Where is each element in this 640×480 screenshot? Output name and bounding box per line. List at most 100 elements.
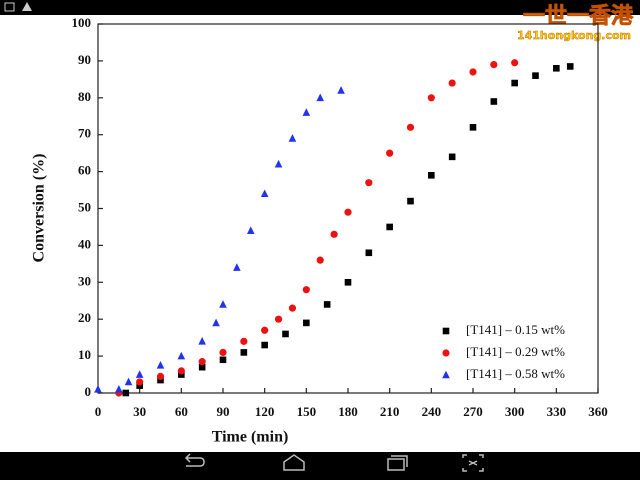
x-tick-label: 180 — [338, 404, 358, 419]
point — [330, 230, 338, 238]
nav-bar — [184, 453, 484, 472]
point — [261, 326, 269, 334]
point — [212, 318, 220, 327]
point — [323, 301, 331, 308]
y-tick-label: 50 — [78, 199, 91, 214]
point — [469, 124, 477, 131]
y-tick-label: 100 — [72, 15, 92, 30]
point — [136, 378, 144, 386]
point — [198, 358, 206, 366]
point — [274, 159, 283, 168]
point — [274, 315, 283, 323]
point — [240, 337, 248, 345]
point — [316, 93, 325, 102]
point — [511, 59, 519, 67]
point — [94, 385, 102, 393]
point — [553, 64, 560, 72]
x-axis-title: Time (min) — [212, 429, 289, 446]
point — [490, 98, 498, 105]
legend-label: [T141] – 0.15 wt% — [466, 322, 565, 337]
point — [566, 63, 574, 70]
y-tick-label: 90 — [78, 52, 91, 67]
point — [157, 376, 164, 384]
status-icons — [4, 2, 32, 12]
point — [344, 208, 352, 216]
legend-label: [T141] – 0.58 wt% — [466, 366, 565, 381]
point — [115, 385, 123, 393]
point — [511, 79, 518, 87]
point — [386, 149, 394, 157]
point — [178, 371, 185, 378]
legend-marker — [442, 349, 450, 357]
point — [261, 341, 268, 349]
point — [219, 300, 227, 308]
point — [219, 356, 227, 364]
point — [448, 153, 456, 161]
legend-label: [T141] – 0.29 wt% — [466, 344, 565, 359]
point — [490, 60, 498, 69]
watermark-title: 一世一香港 — [523, 4, 634, 29]
point — [316, 256, 324, 264]
point — [240, 349, 248, 356]
y-tick-label: 30 — [78, 273, 91, 288]
point — [124, 377, 133, 386]
point — [386, 223, 393, 231]
x-tick-label: 330 — [547, 404, 567, 419]
point — [219, 348, 227, 357]
point — [344, 279, 352, 286]
back-button[interactable] — [184, 453, 205, 467]
point — [337, 86, 345, 94]
x-tick-label: 0 — [95, 404, 102, 419]
point — [302, 108, 311, 116]
point — [233, 263, 241, 271]
point — [246, 226, 255, 234]
point — [303, 319, 310, 327]
y-tick-label: 10 — [78, 347, 91, 362]
point — [406, 123, 415, 131]
point — [448, 79, 456, 87]
y-tick-label: 70 — [78, 126, 91, 141]
point — [122, 389, 130, 397]
point — [177, 351, 186, 360]
point — [260, 189, 269, 198]
recents-button[interactable] — [387, 458, 405, 471]
y-tick-label: 20 — [78, 310, 91, 325]
point — [282, 330, 289, 338]
x-tick-label: 210 — [380, 404, 400, 419]
point — [407, 197, 414, 205]
point — [288, 134, 297, 142]
x-tick-label: 30 — [133, 404, 146, 419]
screenshot-button[interactable] — [462, 454, 484, 472]
y-tick-label: 40 — [78, 236, 91, 251]
status-icon — [4, 2, 15, 12]
point — [198, 363, 206, 371]
x-tick-label: 240 — [422, 404, 442, 419]
y-tick-label: 0 — [85, 384, 92, 399]
point — [365, 249, 373, 257]
recents-button-back — [391, 455, 408, 467]
watermark-site: 141hongkong.com — [517, 29, 631, 42]
point — [156, 361, 165, 369]
legend-marker — [442, 327, 450, 335]
x-tick-label: 120 — [255, 404, 275, 419]
point — [136, 382, 143, 389]
point — [302, 286, 310, 294]
point — [427, 94, 435, 102]
point — [365, 179, 373, 187]
point — [135, 370, 144, 378]
point — [428, 171, 435, 179]
legend-marker — [442, 370, 450, 379]
chart-image — [0, 15, 640, 452]
x-tick-label: 150 — [297, 404, 317, 419]
point — [288, 304, 297, 312]
status-icon — [22, 2, 32, 11]
x-tick-label: 300 — [505, 404, 525, 419]
y-tick-label: 80 — [78, 89, 91, 104]
point — [198, 337, 206, 345]
x-tick-label: 60 — [175, 404, 188, 419]
point — [177, 367, 185, 375]
home-button[interactable] — [283, 454, 305, 471]
point — [469, 68, 477, 76]
x-tick-label: 360 — [588, 404, 608, 419]
